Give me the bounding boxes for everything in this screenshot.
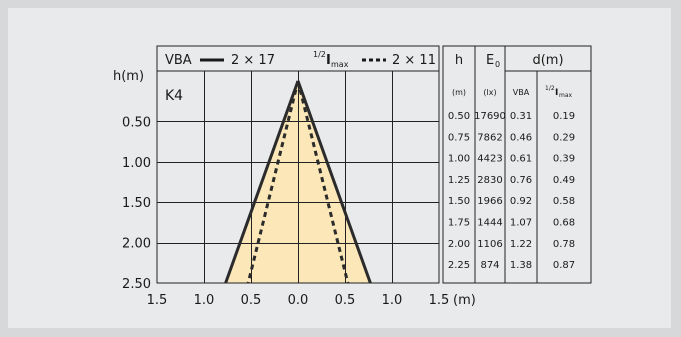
table-cell: 1444 (477, 218, 502, 229)
table-cell: 0.87 (553, 260, 575, 271)
y-tick-label: 2.00 (122, 237, 151, 252)
table-cell: 4423 (477, 154, 502, 165)
table-cell: 1966 (477, 196, 502, 207)
x-tick-label: 1.0 (194, 293, 215, 308)
beam-diagram-svg: VBA 2 × 17 1/2 I max 2 × 11 K4 h(m) 0.50… (113, 45, 592, 308)
legend-i-label: I (326, 53, 331, 68)
table-cell: 1.07 (510, 218, 532, 229)
table-cell: 874 (480, 260, 499, 271)
x-tick-labels: 1.5 1.0 0.5 0.0 0.5 1.0 1.5 (147, 293, 450, 308)
table-cell: 2830 (477, 175, 502, 186)
table-cell: 0.31 (510, 111, 532, 122)
table-cell: 0.46 (510, 132, 532, 143)
table-header-e: E (486, 53, 494, 68)
table-header-e-sub: 0 (495, 60, 500, 69)
legend-half-fraction: 1/2 (313, 50, 326, 59)
table-cell: 1.00 (448, 154, 470, 165)
table-cell: 1.25 (448, 175, 470, 186)
y-tick-label: 1.00 (122, 156, 151, 171)
table-header-h: h (455, 53, 463, 68)
table-cell: 0.61 (510, 154, 532, 165)
panel-label: K4 (165, 88, 183, 104)
series-half-imax-right-line (296, 80, 350, 284)
table-frame (442, 45, 592, 284)
legend-i-sub: max (331, 60, 349, 69)
legend: VBA 2 × 17 1/2 I max 2 × 11 (165, 50, 436, 69)
table-cell: 0.68 (553, 218, 575, 229)
series-vba-right-line (296, 80, 372, 284)
y-tick-label: 1.50 (122, 196, 151, 211)
table-sub-half-i: I (555, 88, 558, 98)
table-sub-half-frac: 1/2 (545, 85, 555, 92)
x-tick-label: 1.5 (429, 293, 450, 308)
x-axis-unit: (m) (453, 293, 476, 308)
table-cell: 17690 (474, 111, 506, 122)
table-cell: 0.39 (553, 154, 575, 165)
table-cell: 0.75 (448, 132, 470, 143)
chart-panel: VBA 2 × 17 1/2 I max 2 × 11 K4 h(m) 0.50… (8, 8, 671, 328)
table-cell: 7862 (477, 132, 502, 143)
table-cell: 0.78 (553, 239, 575, 250)
table-cell: 1.38 (510, 260, 532, 271)
plot-grid (156, 45, 440, 284)
table-cell: 0.58 (553, 196, 575, 207)
table-cell: 0.50 (448, 111, 470, 122)
table-cell: 1106 (477, 239, 502, 250)
legend-solid-value: 2 × 17 (231, 53, 275, 68)
table-cell: 0.76 (510, 175, 532, 186)
x-tick-label: 0.5 (241, 293, 262, 308)
series-vba-left-line (224, 80, 300, 284)
x-tick-label: 0.0 (288, 293, 309, 308)
x-tick-label: 1.0 (382, 293, 403, 308)
data-table: h E 0 d(m) (m) (lx) VBA 1/2 I max 0.50 17… (442, 45, 592, 284)
y-tick-labels: 0.50 1.00 1.50 2.00 2.50 (122, 115, 151, 292)
y-tick-label: 0.50 (122, 115, 151, 130)
legend-vba-label: VBA (165, 53, 192, 68)
table-cell: 0.29 (553, 132, 575, 143)
y-tick-label: 2.50 (122, 277, 151, 292)
x-tick-label: 1.5 (147, 293, 168, 308)
table-cell: 2.25 (448, 260, 470, 271)
x-tick-label: 0.5 (335, 293, 356, 308)
legend-dashed-value: 2 × 11 (392, 53, 436, 68)
y-axis-label: h(m) (113, 69, 144, 84)
table-sub-vba: VBA (513, 88, 530, 97)
table-cell: 1.22 (510, 239, 532, 250)
table-cell: 1.50 (448, 196, 470, 207)
table-cell: 0.19 (553, 111, 575, 122)
table-cell: 0.92 (510, 196, 532, 207)
series-half-imax-left-line (246, 80, 300, 284)
table-cell: 0.49 (553, 175, 575, 186)
table-header-d: d(m) (532, 53, 563, 68)
table-sub-h: (m) (452, 88, 466, 97)
table-sub-e: (lx) (483, 88, 496, 97)
table-cell: 2.00 (448, 239, 470, 250)
table-cell: 1.75 (448, 218, 470, 229)
table-sub-half-max: max (559, 92, 573, 99)
